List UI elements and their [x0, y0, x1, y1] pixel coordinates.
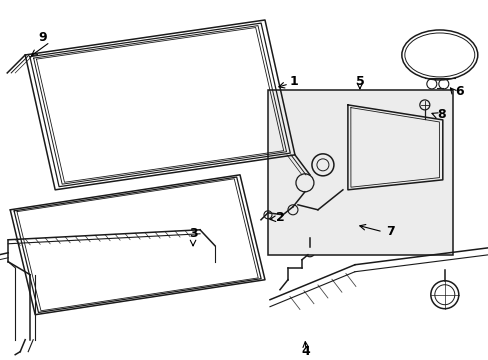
- Bar: [267, 90, 452, 255]
- Text: 2: 2: [275, 211, 284, 224]
- Text: 6: 6: [454, 85, 463, 98]
- Text: 4: 4: [301, 345, 310, 358]
- Text: 9: 9: [38, 31, 46, 45]
- Text: 3: 3: [188, 227, 197, 240]
- Text: 5: 5: [355, 76, 364, 89]
- Text: 8: 8: [436, 108, 445, 121]
- Text: 1: 1: [289, 76, 298, 89]
- Text: 7: 7: [385, 225, 394, 238]
